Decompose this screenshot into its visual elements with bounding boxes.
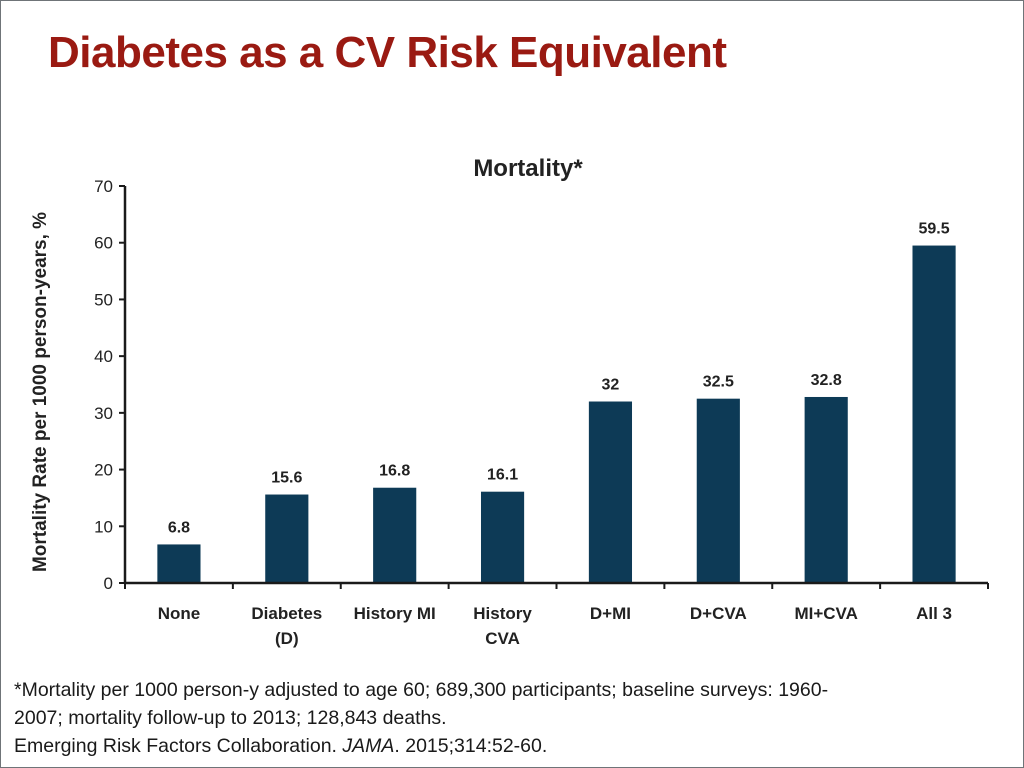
data-label: 32.8 (811, 372, 842, 389)
y-tick-label: 50 (94, 290, 113, 309)
citation: Emerging Risk Factors Collaboration. JAM… (14, 732, 1014, 760)
x-tick-label: Diabetes (251, 604, 322, 623)
data-label: 16.1 (487, 467, 518, 484)
data-label: 15.6 (271, 470, 302, 487)
footnote-line-2: 2007; mortality follow-up to 2013; 128,8… (14, 707, 447, 729)
bar (804, 396, 848, 583)
data-label: 6.8 (168, 519, 190, 536)
x-tick-label: History MI (354, 604, 436, 623)
citation-author: Emerging Risk Factors Collaboration. (14, 735, 343, 757)
y-tick-label: 60 (94, 234, 113, 253)
data-label: 32 (602, 377, 620, 394)
footnote-line-1: *Mortality per 1000 person-y adjusted to… (14, 679, 829, 701)
y-tick-label: 70 (94, 177, 113, 196)
slide-title: Diabetes as a CV Risk Equivalent (48, 28, 727, 77)
x-tick-label: CVA (485, 629, 520, 648)
bar (480, 491, 525, 583)
x-tick-label: D+CVA (690, 604, 747, 623)
bar (373, 487, 417, 583)
y-axis-label: Mortality Rate per 1000 person-years, % (30, 212, 51, 572)
chart-title: Mortality* (473, 155, 583, 182)
data-label: 16.8 (379, 463, 410, 480)
bar (157, 544, 201, 583)
x-tick-label: MI+CVA (794, 604, 857, 623)
y-tick-label: 0 (104, 574, 113, 593)
bar (588, 401, 633, 583)
x-tick-label: All 3 (916, 604, 952, 623)
footnote: *Mortality per 1000 person-y adjusted to… (14, 676, 1014, 760)
data-label: 32.5 (703, 374, 734, 391)
citation-details: . 2015;314:52-60. (394, 735, 548, 757)
x-tick-label: (D) (275, 629, 299, 648)
x-tick-label: None (158, 604, 201, 623)
bar (265, 494, 309, 583)
y-tick-label: 20 (94, 461, 113, 480)
y-tick-label: 10 (94, 517, 113, 536)
y-tick-label: 40 (94, 347, 113, 366)
data-label: 59.5 (918, 221, 949, 238)
citation-journal: JAMA (342, 735, 395, 757)
y-tick-label: 30 (94, 404, 113, 423)
x-tick-label: History (473, 604, 532, 623)
bar (912, 245, 956, 584)
x-tick-label: D+MI (590, 604, 631, 623)
bar (696, 398, 740, 583)
